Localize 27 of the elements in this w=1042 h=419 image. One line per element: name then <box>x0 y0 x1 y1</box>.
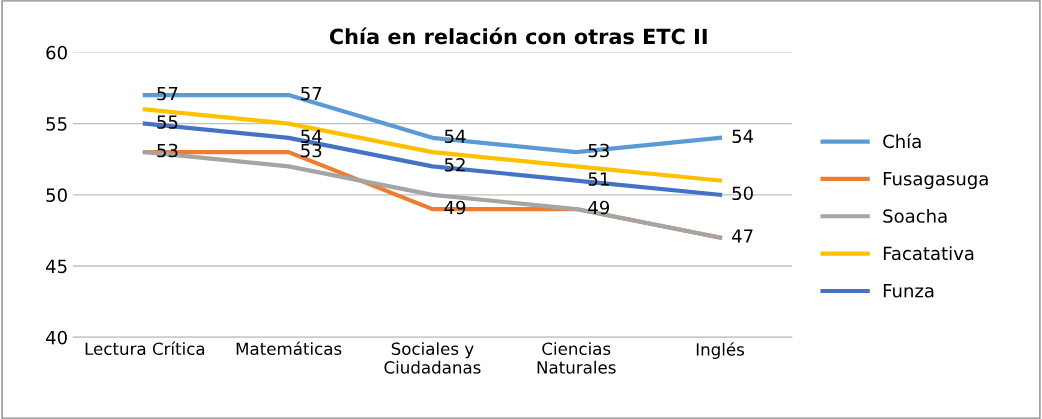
y-tick-label: 40 <box>45 330 67 345</box>
data-label: 57 <box>301 86 322 101</box>
data-label: 47 <box>732 229 753 243</box>
data-label: 50 <box>732 186 753 201</box>
y-tick-label: 45 <box>45 259 67 274</box>
data-label: 54 <box>732 129 754 144</box>
y-tick-label: 60 <box>46 45 67 60</box>
legend-label: Funza <box>883 284 934 298</box>
x-tick-label: Inglés <box>696 342 745 359</box>
data-label: 57 <box>157 86 178 101</box>
data-label: 53 <box>588 143 609 158</box>
legend-label: Soacha <box>883 208 947 223</box>
x-tick-label: Lectura Crítica <box>85 341 205 356</box>
legend-label: Chía <box>883 133 921 149</box>
chart-title: Chía en relación con otras ETC II <box>329 27 707 45</box>
data-label: 49 <box>444 200 466 215</box>
x-tick-label: Sociales y Ciudadanas <box>384 342 481 374</box>
data-label: 53 <box>157 143 178 158</box>
data-label: 53 <box>301 143 322 158</box>
legend-label: Fusagasuga <box>883 172 988 190</box>
x-tick-label: Matemáticas <box>236 341 342 356</box>
data-label: 54 <box>301 129 322 144</box>
data-label: 49 <box>588 200 610 215</box>
y-tick-label: 55 <box>46 117 67 131</box>
x-tick-label: Ciencias Naturales <box>537 342 616 374</box>
legend-label: Facatativa <box>883 246 974 261</box>
y-tick-label: 50 <box>46 188 67 202</box>
